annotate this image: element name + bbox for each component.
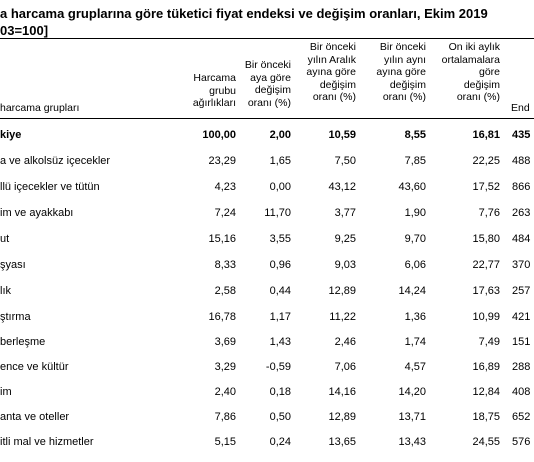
header-twelve-month: On iki aylık ortalamalara göre değişim o… — [441, 41, 500, 104]
table-row: anta ve oteller 7,86 0,50 12,89 13,71 18… — [0, 411, 531, 423]
header-index: End — [511, 102, 530, 114]
table-row: berleşme 3,69 1,43 2,46 1,74 7,49 151 — [0, 336, 531, 348]
table-row: im ve ayakkabı 7,24 11,70 3,77 1,90 7,76… — [0, 207, 531, 219]
header-december: Bir önceki yılın Aralık ayına göre değiş… — [306, 41, 356, 104]
header-weight: Harcama grubu ağırlıkları — [192, 72, 236, 110]
table-row: lık 2,58 0,44 12,89 14,24 17,63 257 — [0, 285, 531, 297]
table-row: itli mal ve hizmetler 5,15 0,24 13,65 13… — [0, 436, 531, 448]
table-subtitle: 03=100] — [0, 23, 49, 38]
header-annual: Bir önceki yılın aynı ayına göre değişim… — [376, 41, 426, 104]
table-title: a harcama gruplarına göre tüketici fiyat… — [0, 6, 488, 21]
table-row: ut 15,16 3,55 9,25 9,70 15,80 484 — [0, 233, 531, 245]
table-row: ştırma 16,78 1,17 11,22 1,36 10,99 421 — [0, 311, 531, 323]
table-row: kiye 100,00 2,00 10,59 8,55 16,81 435 — [0, 129, 531, 141]
header-top-rule — [0, 38, 534, 39]
header-group: harcama grupları — [0, 102, 80, 114]
table-row: llü içecekler ve tütün 4,23 0,00 43,12 4… — [0, 181, 531, 193]
table-row: şyası 8,33 0,96 9,03 6,06 22,77 370 — [0, 259, 531, 271]
table-row: a ve alkolsüz içecekler 23,29 1,65 7,50 … — [0, 155, 531, 167]
header-monthly: Bir önceki aya göre değişim oranı (%) — [244, 59, 291, 109]
table-row: im 2,40 0,18 14,16 14,20 12,84 408 — [0, 386, 531, 398]
table-row: ence ve kültür 3,29 -0,59 7,06 4,57 16,8… — [0, 361, 531, 373]
header-bottom-rule — [0, 118, 534, 119]
